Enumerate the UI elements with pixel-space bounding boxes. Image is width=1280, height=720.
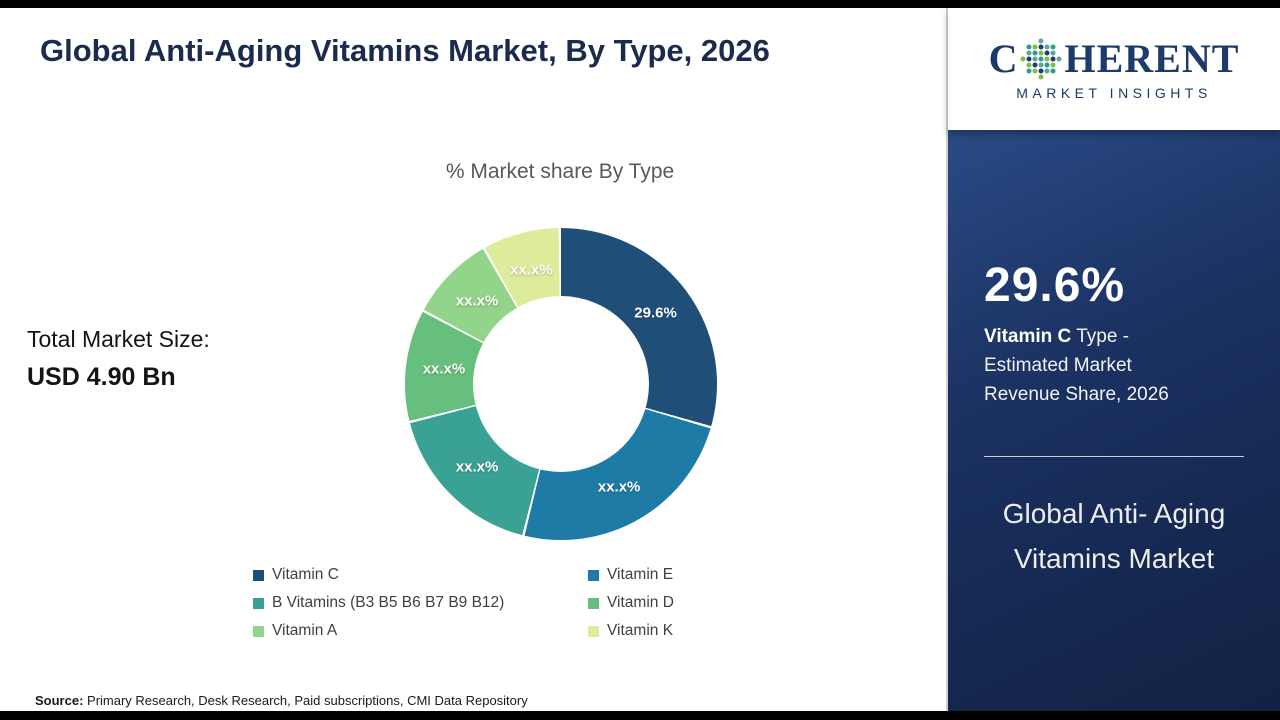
main-content: Global Anti-Aging Vitamins Market, By Ty…	[0, 8, 946, 711]
legend-swatch	[253, 597, 264, 609]
legend-item: Vitamin C	[253, 566, 588, 584]
segment-label: xx.x%	[455, 292, 499, 310]
panel-divider	[984, 455, 1244, 457]
highlight-caption-bold: Vitamin C	[984, 326, 1072, 347]
brand-text-post: HERENT	[1064, 36, 1240, 81]
legend-item: Vitamin A	[253, 622, 588, 640]
donut-hole	[473, 296, 649, 472]
legend-swatch	[588, 597, 599, 609]
legend-label: Vitamin K	[607, 622, 674, 639]
legend-item: Vitamin E	[588, 566, 674, 584]
top-border-bar	[0, 0, 1280, 8]
vertical-divider	[946, 8, 948, 711]
source-text: Primary Research, Desk Research, Paid su…	[83, 693, 528, 708]
legend-label: Vitamin D	[607, 594, 674, 611]
highlight-panel: 29.6% Vitamin C Type - Estimated Market …	[948, 130, 1280, 711]
legend-item: Vitamin K	[588, 622, 674, 640]
market-size-label: Total Market Size:	[27, 326, 210, 352]
chart-legend: Vitamin C Vitamin E B Vitamins (B3 B5 B6 B…	[253, 566, 674, 640]
legend-label: Vitamin E	[607, 566, 674, 583]
brand-text-pre: C	[988, 36, 1019, 81]
total-market-size: Total Market Size: USD 4.90 Bn	[27, 326, 210, 392]
panel-title: Global Anti- Aging Vitamins Market	[1002, 497, 1226, 574]
legend-label: Vitamin C	[272, 566, 339, 583]
legend-label: B Vitamins (B3 B5 B6 B7 B9 B12)	[272, 594, 505, 611]
donut-chart: 29.6% xx.x% xx.x% xx.x% xx.x% xx.x%	[405, 228, 717, 540]
page-title: Global Anti-Aging Vitamins Market, By Ty…	[40, 33, 770, 68]
source-label: Source:	[35, 693, 84, 708]
bottom-border-bar	[0, 711, 1280, 720]
legend-swatch	[588, 569, 599, 581]
segment-label: xx.x%	[510, 261, 553, 279]
highlight-caption-rest: Type - Estimated Market Revenue Share, 2…	[984, 326, 1169, 405]
source-line: Source: Primary Research, Desk Research,…	[35, 693, 528, 708]
market-size-value: USD 4.90 Bn	[27, 363, 176, 391]
dotted-globe-icon	[1019, 37, 1063, 81]
brand-subtitle: MARKET INSIGHTS	[1016, 85, 1212, 101]
legend-swatch	[588, 625, 599, 637]
legend-item: B Vitamins (B3 B5 B6 B7 B9 B12)	[253, 594, 588, 612]
legend-swatch	[253, 569, 264, 581]
sidebar-panel: C HERENT MARKET INSIGHTS 29.6% Vitamin C …	[948, 8, 1280, 711]
segment-label: xx.x%	[455, 458, 499, 476]
legend-label: Vitamin A	[272, 622, 338, 639]
segment-label: xx.x%	[422, 360, 466, 378]
segment-label: xx.x%	[597, 478, 641, 496]
brand-wordmark: C HERENT	[989, 37, 1240, 81]
chart-title: % Market share By Type	[445, 160, 675, 183]
highlight-caption: Vitamin C Type - Estimated Market Revenu…	[984, 323, 1202, 410]
segment-label: 29.6%	[634, 304, 677, 322]
legend-item: Vitamin D	[588, 594, 674, 612]
highlight-value: 29.6%	[984, 259, 1126, 312]
legend-swatch	[253, 625, 264, 637]
brand-logo: C HERENT MARKET INSIGHTS	[948, 8, 1280, 130]
